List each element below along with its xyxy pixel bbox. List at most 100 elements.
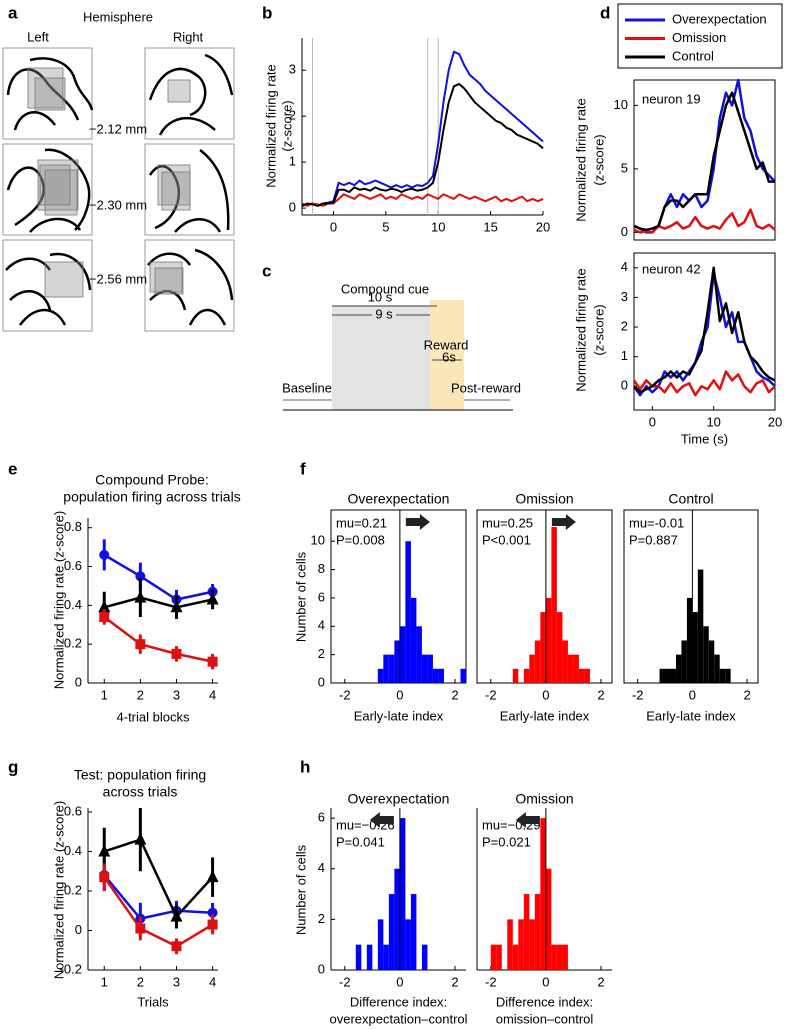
y-tick-label: -0.2 [60,961,82,976]
bar [512,944,519,970]
marker [134,590,147,603]
y-tick-label: 0 [75,922,82,937]
x-tick-label: 0 [542,687,549,702]
x-tick-label: 10 [431,219,445,234]
data-line [633,208,776,234]
bar [427,654,433,683]
anatomy-panel: a Hemisphere Left Right −2.12 mm −2.30 m… [2,3,235,332]
bar [399,626,406,683]
reward-period [430,300,464,410]
bar [377,668,384,683]
y-tick-label: 0 [289,200,296,215]
y-tick-label: 2 [621,318,628,333]
panel-label: e [8,459,17,478]
bar [410,894,417,970]
chart-title: Control [668,491,713,507]
shift-arrow [515,812,540,828]
data-line [103,876,214,948]
bar [719,668,726,683]
y-tick-label: 2 [289,108,296,123]
y-tick-label: 10 [311,533,325,548]
y-axis-label: Number of cells [293,844,308,935]
chart-panel: d Normalized firing rate (z-score) 0 5 10 neur… [573,3,776,241]
marker [206,870,219,883]
x-tick-label: 2 [597,974,604,989]
post-label: Post-reward [451,380,521,395]
bar [534,894,541,970]
axes-box [633,252,776,411]
chart-panel: Normalized firing rate (z-score) Time (s) 0… [573,252,782,446]
y-axis-label: (z-score) [591,134,606,185]
bar [670,668,676,683]
bar [410,597,417,683]
bar [686,597,693,683]
panel-label: a [8,3,18,22]
data-line [103,838,214,919]
marker [207,656,218,667]
shift-arrow [551,514,576,530]
y-axis-label: Normalized firing rate (z-score) [51,801,66,979]
bar [394,868,400,970]
y-tick-label: 0.6 [64,558,82,573]
x-tick-label: 10 [706,414,720,429]
chart-title: Omission [515,491,573,507]
x-axis-label: 4-trial blocks [117,709,190,724]
panel-label: g [8,757,18,776]
bar [562,944,568,970]
annotation: P<0.001 [482,532,531,547]
bar [697,569,704,683]
column-label: Left [27,29,49,44]
bar [659,668,666,683]
x-tick-label: 0 [396,974,403,989]
shift-arrow [405,514,430,530]
x-tick-label: -2 [339,687,351,702]
x-tick-label: 0 [396,687,403,702]
panel-label: b [262,3,272,22]
x-tick-label: 20 [536,219,550,234]
marker [98,844,111,857]
span-label: 9 s [375,306,393,321]
cue-period [332,305,437,410]
bar [490,944,497,970]
marker [207,907,218,918]
y-axis-label: (z-score) [279,100,294,151]
data-line [301,193,544,207]
x-tick-label: 2 [451,687,458,702]
bar [383,944,389,970]
x-tick-label: 0 [689,687,696,702]
y-tick-label: 1 [621,348,628,363]
x-axis-label: Early-late index [646,708,736,723]
x-tick-label: 2 [597,687,604,702]
y-axis-label: Normalized firing rate (z-score) [51,511,66,689]
bar [540,818,546,970]
data-line [632,370,776,397]
anatomy-title: Hemisphere [83,9,153,24]
y-tick-label: 6 [318,589,325,604]
y-tick-label: 2 [318,646,325,661]
bar [394,640,400,683]
marker [98,600,111,613]
bar [708,640,715,683]
x-axis-label: Time (s) [681,431,728,446]
chart-panel: h Overexpectation Number of cells Differenc… [293,757,467,1026]
marker [170,909,183,922]
x-axis-label: omission–control [496,1011,594,1026]
y-tick-label: 0 [318,961,325,976]
marker [170,600,183,613]
level-label: −2.56 mm [89,271,147,286]
x-axis-label: Early-late index [354,708,444,723]
chart-panel: Omission Difference index: omission–contro… [476,791,612,1026]
legend: Overexpectation Omission Control [617,3,783,69]
bar [496,944,502,970]
section-row: −2.12 mm [2,47,235,140]
x-tick-label: 4 [209,687,216,702]
bar [703,626,709,683]
baseline-label: Baseline [282,380,332,395]
y-tick-label: 5 [621,160,628,175]
y-tick-label: 4 [318,618,325,633]
bar [681,640,687,683]
y-tick-label: 0 [621,378,628,393]
annotation: neuron 42 [642,261,701,276]
y-tick-label: 1 [289,154,296,169]
marker [206,592,219,605]
